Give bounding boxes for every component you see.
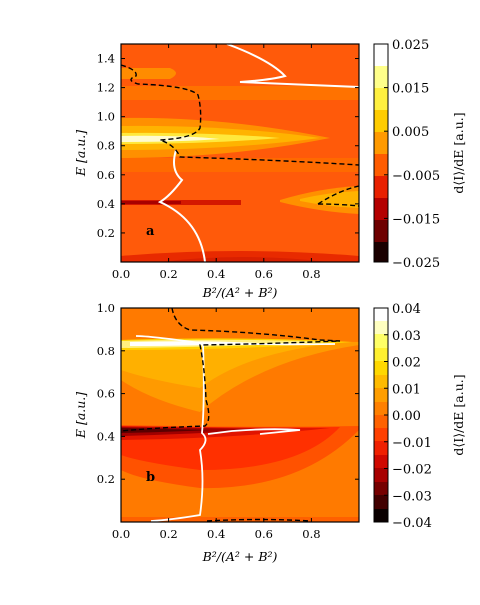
x-tick-label: 0.6 [255,527,273,541]
xlabel-a: B²/(A² + B²) [202,285,278,300]
x-tick-label: 0.0 [112,267,130,281]
y-tick-label: 1.0 [97,301,115,315]
colorbar-tick-label: 0.01 [392,382,421,397]
plot-frame-b [120,307,360,523]
heatmap-b [121,308,359,522]
y-tick-label: 0.6 [97,168,115,182]
x-tick-label: 0.8 [302,267,320,281]
colorbar-tick-label: −0.005 [392,169,440,184]
colorbar-a [373,43,389,263]
heatmap-a [121,44,359,262]
colorbar-tick-label: −0.025 [392,256,440,271]
x-tick-label: 0.4 [207,267,225,281]
x-tick-label: 0.2 [159,267,177,281]
y-tick-label: 0.8 [97,344,115,358]
colorbar-tick-label: 0.03 [392,329,421,344]
colorbar-tick-label: −0.015 [392,212,440,227]
colorbar-label-b: d⟨I⟩/dE [a.u.] [451,374,466,455]
dashed-curve-a [121,64,359,207]
colorbar-tick-label: −0.02 [392,463,432,478]
colorbar-label-a: d⟨I⟩/dE [a.u.] [451,112,466,193]
panel-b: b 0.0 0.2 0.4 0.6 0.8 0.2 0.4 0.6 0.8 1.0 B²/(A² … [73,301,466,564]
y-tick-label: 1.4 [97,52,115,66]
ticks-b: 0.0 0.2 0.4 0.6 0.8 0.2 0.4 0.6 0.8 1.0 [97,301,359,541]
colorbar-tick-label: −0.03 [392,489,432,504]
colorbar-ticks-b: 0.04 0.03 0.02 0.01 0.00 −0.01 −0.02 −0.03 −0.04 [384,302,432,531]
white-curve-b [135,335,336,522]
x-tick-label: 0.0 [112,527,130,541]
ylabel-b: E [a.u.] [73,392,88,439]
colorbar-tick-label: 0.005 [392,125,429,140]
colorbar-tick-label: −0.04 [392,516,432,531]
ticks-a: 0.0 0.2 0.4 0.6 0.8 0.2 0.4 0.6 0.8 1.0 1.2 1.4 [97,44,359,281]
y-tick-label: 0.2 [97,226,115,240]
colorbar-tick-label: 0.04 [392,302,421,317]
x-tick-label: 0.4 [207,527,225,541]
white-curve-a [157,44,359,262]
x-tick-label: 0.8 [302,527,320,541]
x-tick-label: 0.2 [159,527,177,541]
panel-letter-a: a [146,224,155,239]
panel-a: a 0.0 0.2 0.4 0.6 0.8 0.2 0.4 0.6 0.8 1.0 1.2 1.4 B… [73,38,466,300]
colorbar-tick-label: −0.01 [392,436,432,451]
plot-frame-a [120,43,360,263]
colorbar-tick-label: 0.02 [392,356,421,371]
dashed-curve-b [121,308,341,522]
y-tick-label: 0.6 [97,387,115,401]
colorbar-ticks-a: 0.025 0.015 0.005 −0.005 −0.015 −0.025 [384,38,440,271]
y-tick-label: 0.8 [97,139,115,153]
y-tick-label: 0.2 [97,472,115,486]
colorbar-tick-label: 0.015 [392,82,429,97]
xlabel-b: B²/(A² + B²) [202,549,278,564]
colorbar-tick-label: 0.025 [392,38,429,53]
y-tick-label: 0.4 [97,429,115,443]
colorbar-tick-label: 0.00 [392,409,421,424]
y-tick-label: 0.4 [97,197,115,211]
y-tick-label: 1.0 [97,110,115,124]
panel-letter-b: b [146,470,155,485]
x-tick-label: 0.6 [255,267,273,281]
y-tick-label: 1.2 [97,81,115,95]
ylabel-a: E [a.u.] [73,130,88,177]
